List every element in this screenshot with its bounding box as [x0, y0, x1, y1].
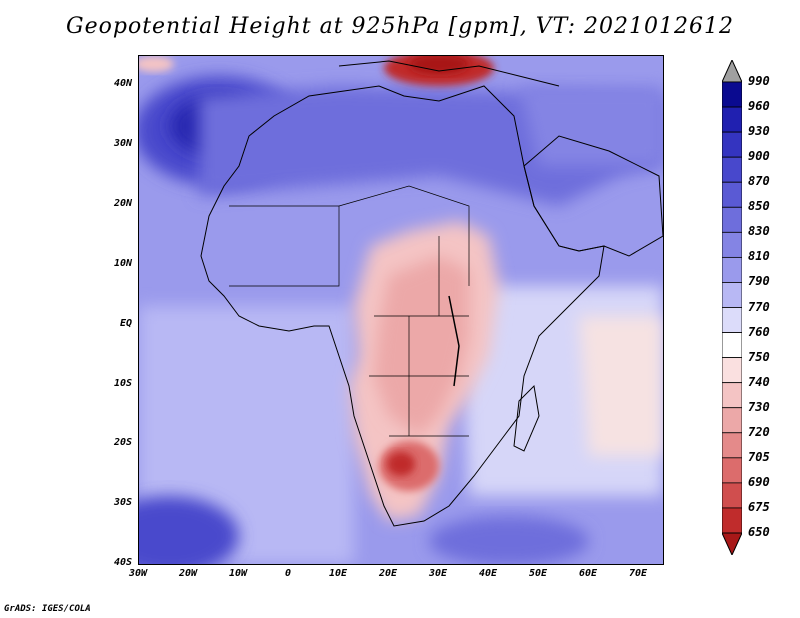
- lat-label-30s: 30S: [113, 497, 132, 508]
- colorbar-segment: [722, 357, 742, 384]
- colorbar-tick-label: 960: [748, 99, 770, 114]
- colorbar-under-arrow: [722, 532, 742, 555]
- lon-label-10e: 10E: [328, 568, 348, 579]
- lon-label-70e: 70E: [628, 568, 648, 579]
- kalahari-heat-low-core: [387, 452, 415, 476]
- lon-label-60e: 60E: [578, 568, 598, 579]
- central-africa-heat: [374, 256, 469, 436]
- colorbar-segment: [722, 307, 742, 333]
- colorbar-segment: [722, 507, 742, 534]
- colorbar: [722, 60, 742, 555]
- plot-title: Geopotential Height at 925hPa [gpm], VT:…: [66, 14, 734, 39]
- lon-label-30w: 30W: [128, 568, 148, 579]
- geopotential-field: [139, 56, 663, 564]
- colorbar-tick-label: 690: [748, 474, 770, 489]
- sahel-borders: [338, 185, 470, 286]
- colorbar-tick-label: 990: [748, 74, 770, 88]
- arabia-region: [519, 86, 663, 166]
- colorbar-tick-label: 760: [748, 324, 770, 339]
- colorbar-segment: [722, 382, 742, 409]
- colorbar-segment: [722, 131, 742, 158]
- colorbar-over-arrow: [722, 60, 742, 83]
- central-africa-borders: [369, 236, 469, 437]
- lon-label-20w: 20W: [178, 568, 198, 579]
- lat-label-20n: 20N: [113, 198, 132, 209]
- colorbar-tick-label: 750: [748, 349, 770, 364]
- great-lakes: [448, 295, 460, 387]
- south-atlantic-high: [139, 496, 239, 564]
- lat-label-eq: EQ: [119, 318, 132, 329]
- lat-label-10s: 10S: [113, 378, 132, 389]
- colorbar-tick-label: 650: [748, 525, 770, 539]
- lon-label-10w: 10W: [228, 568, 248, 579]
- colorbar-tick-label: 705: [748, 449, 770, 464]
- colorbar-segment: [722, 181, 742, 208]
- colorbar-segment: [722, 206, 742, 233]
- colorbar-tick-label: 850: [748, 199, 770, 214]
- map-panel[interactable]: [138, 55, 664, 565]
- colorbar-segment: [722, 432, 742, 459]
- atlantic-warm-corner: [139, 56, 174, 72]
- lat-label-20s: 20S: [113, 437, 132, 448]
- colorbar-tick-label: 675: [748, 499, 770, 514]
- lon-label-20e: 20E: [378, 568, 398, 579]
- lat-label-30n: 30N: [113, 138, 132, 149]
- colorbar-segment: [722, 106, 742, 133]
- colorbar-segment: [722, 332, 742, 359]
- colorbar-tick-label: 730: [748, 399, 770, 414]
- colorbar-tick-label: 900: [748, 149, 770, 164]
- lon-label-50e: 50E: [528, 568, 548, 579]
- lat-label-10n: 10N: [113, 258, 132, 269]
- colorbar-tick-label: 810: [748, 249, 770, 264]
- colorbar-tick-label: 830: [748, 224, 770, 239]
- colorbar-segment: [722, 482, 742, 509]
- colorbar-tick-label: 790: [748, 274, 770, 289]
- africa-coastline: [200, 85, 605, 527]
- lon-label-40e: 40E: [478, 568, 498, 579]
- colorbar-tick-label: 720: [748, 424, 770, 439]
- lat-label-40s: 40S: [113, 557, 132, 568]
- colorbar-segment: [722, 457, 742, 484]
- indian-ocean-warm-patch: [579, 316, 663, 456]
- footer-credit: GrADS: IGES/COLA: [4, 604, 91, 614]
- colorbar-tick-label: 870: [748, 174, 770, 189]
- lat-label-40n: 40N: [113, 78, 132, 89]
- colorbar-segment: [722, 256, 742, 283]
- colorbar-tick-label: 930: [748, 124, 770, 139]
- colorbar-segment: [722, 407, 742, 434]
- south-indian-high: [429, 516, 589, 564]
- lon-label-0: 0: [284, 568, 292, 579]
- west-africa-borders: [229, 205, 340, 287]
- madagascar-coastline: [513, 384, 540, 452]
- colorbar-segment: [722, 81, 742, 108]
- lon-label-30e: 30E: [428, 568, 448, 579]
- colorbar-segment: [722, 156, 742, 183]
- arabia-coastline: [523, 135, 663, 257]
- colorbar-tick-label: 740: [748, 374, 770, 389]
- colorbar-tick-label: 770: [748, 299, 770, 314]
- europe-coastline: [338, 60, 560, 87]
- colorbar-segment: [722, 282, 742, 308]
- colorbar-segment: [722, 231, 742, 258]
